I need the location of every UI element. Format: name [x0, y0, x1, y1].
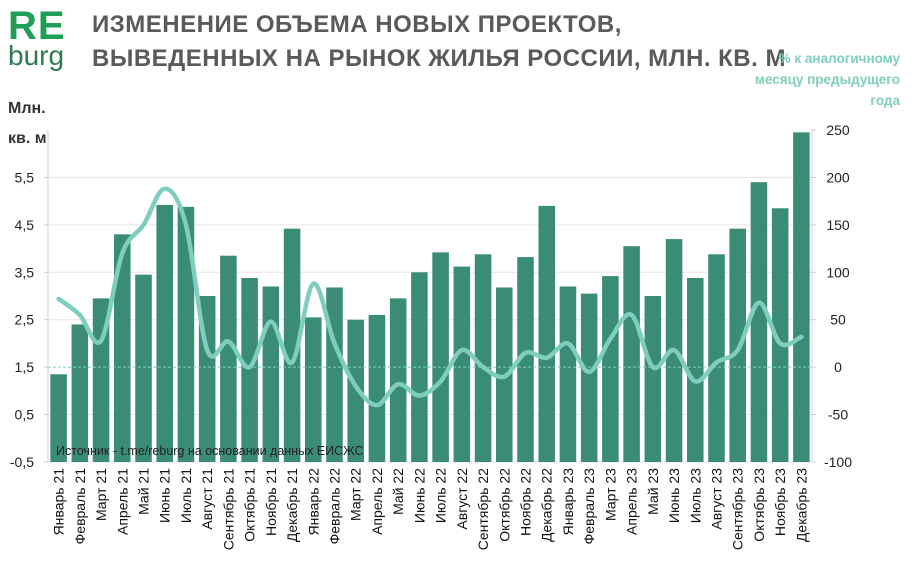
source-note: Источник - t.me/reburg на основании данн… — [56, 444, 364, 458]
category-label-9: Октябрь 21 — [242, 468, 258, 542]
bar-26 — [602, 276, 619, 462]
bar-35 — [793, 132, 810, 462]
bar-20 — [474, 254, 492, 462]
bar-15 — [368, 314, 386, 462]
bar-9 — [241, 277, 258, 462]
bar-32 — [729, 228, 746, 462]
bar-6 — [177, 206, 195, 462]
bar-4 — [135, 274, 152, 462]
bar-13 — [326, 287, 343, 462]
left-tick-label-4: 3,5 — [15, 264, 35, 280]
bar-5 — [156, 204, 173, 463]
category-label-10: Ноябрь 21 — [263, 468, 279, 536]
bar-27 — [623, 246, 640, 462]
bar-19 — [453, 266, 471, 462]
category-label-19: Август 22 — [454, 468, 470, 530]
left-tick-label-2: 1,5 — [15, 359, 35, 375]
bar-24 — [559, 286, 577, 462]
right-tick-label-0: -100 — [824, 454, 852, 470]
category-label-17: Июнь 22 — [411, 468, 427, 523]
category-label-18: Июль 22 — [433, 468, 449, 523]
bar-12 — [305, 317, 322, 462]
category-label-12: Январь 22 — [305, 468, 321, 536]
category-label-3: Апрель 21 — [114, 468, 130, 535]
logo-burg-text: burg — [8, 40, 65, 71]
bar-1 — [71, 324, 89, 462]
right-tick-label-4: 100 — [826, 264, 850, 280]
category-label-28: Май 23 — [645, 468, 661, 515]
category-axis-labels: Январь 21 Февраль 21 Март 21 Апрель 21 Май 2… — [51, 468, 810, 550]
left-axis-ticks: -0,5 0,5 1,5 2,5 3,5 4,5 5,5 — [10, 169, 48, 470]
bar-33 — [750, 182, 768, 462]
category-label-20: Сентябрь 22 — [475, 468, 491, 550]
category-label-24: Январь 23 — [560, 468, 576, 536]
left-tick-label-0: -0,5 — [10, 454, 34, 470]
right-tick-label-2: 0 — [834, 359, 842, 375]
gridlines — [48, 176, 812, 463]
right-tick-label-1: -50 — [828, 407, 848, 423]
bar-11 — [283, 228, 301, 462]
category-label-7: Август 21 — [199, 468, 215, 530]
bar-22 — [517, 257, 534, 462]
bar-2 — [92, 298, 110, 462]
category-label-11: Декабрь 21 — [284, 468, 300, 542]
category-label-14: Март 22 — [348, 468, 364, 521]
percent-change-line — [56, 186, 804, 408]
bar-25 — [580, 293, 598, 462]
left-tick-label-1: 0,5 — [15, 407, 35, 423]
chart-title: ИЗМЕНЕНИЕ ОБЪЕМА НОВЫХ ПРОЕКТОВ, ВЫВЕДЕН… — [92, 11, 786, 72]
left-tick-label-6: 5,5 — [15, 169, 35, 185]
left-axis-unit-label: Млн. кв. м — [8, 100, 47, 147]
category-label-33: Октябрь 23 — [751, 468, 767, 542]
bar-14 — [347, 319, 364, 462]
category-label-4: Май 21 — [136, 468, 152, 515]
bar-0 — [50, 374, 67, 462]
right-tick-label-7: 250 — [826, 122, 850, 138]
logo-re-text: RE — [8, 4, 66, 48]
category-label-8: Сентябрь 21 — [220, 468, 236, 550]
category-label-15: Апрель 22 — [369, 468, 385, 535]
left-tick-label-3: 2,5 — [15, 312, 35, 328]
category-label-5: Июнь 21 — [157, 468, 173, 523]
category-label-31: Август 23 — [709, 468, 725, 530]
bar-16 — [389, 298, 407, 462]
bar-34 — [771, 208, 789, 462]
category-label-29: Июнь 23 — [666, 468, 682, 523]
category-label-35: Декабрь 23 — [793, 468, 809, 542]
bar-8 — [220, 255, 237, 462]
bar-31 — [708, 254, 725, 462]
category-label-16: Май 22 — [390, 468, 406, 515]
right-axis-ticks: -100 -50 0 50 100 150 200 250 — [812, 122, 852, 470]
bar-3 — [114, 234, 131, 462]
category-label-1: Февраль 21 — [72, 468, 88, 545]
category-label-32: Сентябрь 23 — [730, 468, 746, 550]
category-label-0: Январь 21 — [51, 468, 67, 536]
category-label-27: Апрель 23 — [624, 468, 640, 535]
category-label-6: Июль 21 — [178, 468, 194, 523]
category-label-23: Декабрь 22 — [539, 468, 555, 542]
bar-10 — [262, 286, 280, 462]
right-tick-label-6: 200 — [826, 169, 850, 185]
right-tick-label-3: 50 — [830, 312, 846, 328]
category-label-34: Ноябрь 23 — [772, 468, 788, 536]
left-tick-label-5: 4,5 — [15, 217, 35, 233]
category-label-13: Февраль 22 — [327, 468, 343, 545]
bar-series — [50, 132, 810, 463]
category-label-30: Июль 23 — [687, 468, 703, 523]
category-label-25: Февраль 23 — [581, 468, 597, 545]
category-label-26: Март 23 — [602, 468, 618, 521]
category-label-21: Октябрь 22 — [496, 468, 512, 542]
bar-23 — [538, 205, 555, 462]
reburg-logo: RE burg — [8, 6, 66, 70]
category-label-2: Март 21 — [93, 468, 109, 521]
bar-18 — [432, 252, 449, 462]
bar-28 — [644, 296, 662, 462]
right-axis-unit-label: % к аналогичному месяцу предыдущего года — [754, 51, 900, 108]
category-label-22: Ноябрь 22 — [518, 468, 534, 536]
bar-30 — [687, 277, 704, 462]
right-tick-label-5: 150 — [826, 217, 850, 233]
